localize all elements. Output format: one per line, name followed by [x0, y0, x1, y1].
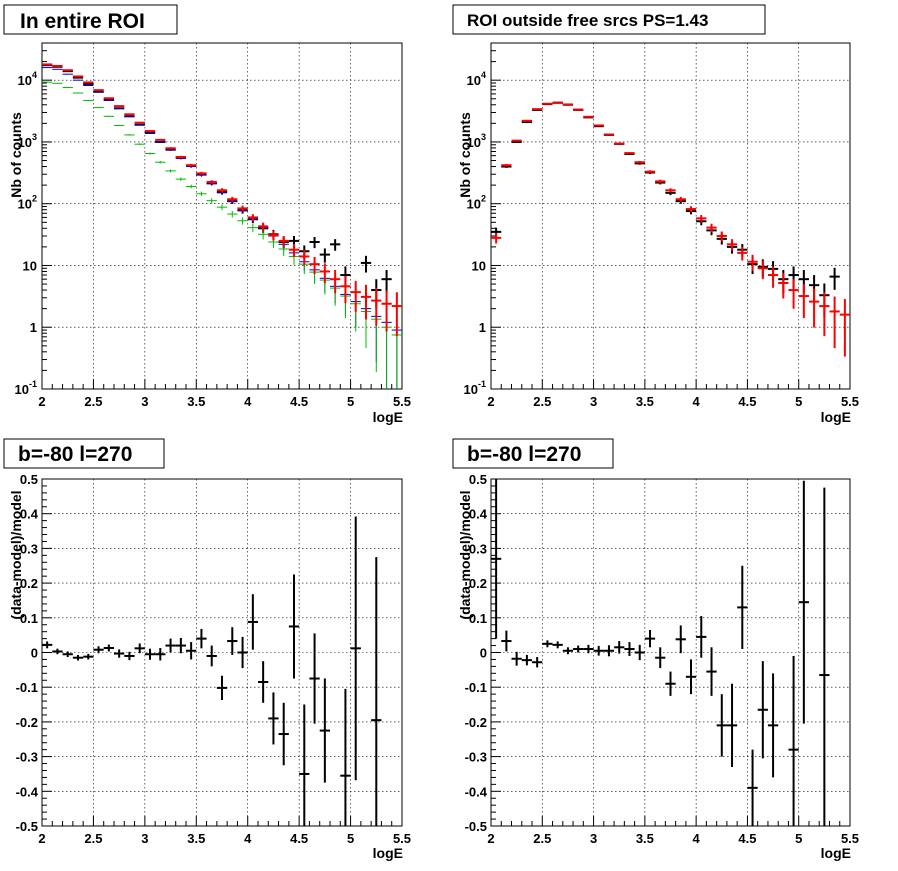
x-tick-label: 2 — [487, 831, 494, 846]
x-tick-label: 5.5 — [841, 831, 859, 846]
chart-title: b=-80 l=270 — [467, 443, 581, 466]
x-tick-label: 2.5 — [84, 831, 102, 846]
y-tick-label: -0.2 — [465, 715, 487, 730]
x-tick-label: 4.5 — [738, 394, 756, 409]
y-tick-label: -0.5 — [465, 819, 487, 834]
y-tick-label: 0.3 — [469, 541, 487, 556]
y-tick-label: 0.5 — [469, 472, 487, 487]
y-tick-label: 0 — [480, 646, 487, 661]
x-axis-label: logE — [821, 409, 851, 425]
y-axis-label: Nb of counts — [8, 112, 24, 198]
x-tick-label: 4 — [244, 394, 252, 409]
title-box — [452, 4, 766, 35]
y-tick-label: -0.4 — [16, 784, 39, 799]
y-tick-label: 10 — [472, 258, 486, 273]
y-tick-label: -0.3 — [16, 750, 38, 765]
data-marks — [42, 516, 382, 826]
plot-frame — [41, 42, 403, 390]
x-tick-label: 3 — [141, 831, 148, 846]
x-tick-label: 4 — [693, 394, 701, 409]
x-axis-label: logE — [821, 845, 851, 861]
x-tick-label: 4.5 — [290, 831, 308, 846]
x-tick-label: 2 — [38, 394, 45, 409]
x-tick-label: 2.5 — [533, 394, 551, 409]
x-tick-label: 3 — [590, 831, 597, 846]
x-tick-label: 3.5 — [187, 831, 205, 846]
y-tick-label: -0.2 — [16, 715, 38, 730]
y-tick-label: 1 — [479, 320, 486, 335]
x-tick-label: 5 — [795, 831, 802, 846]
panel-total-counts: In entire ROI logE Nb of counts 2 2.5 3 3.5… — [3, 4, 411, 425]
panel-residuals-right: b=-80 l=270 logE (data-model)/model 2 2.5… — [452, 438, 859, 861]
y-tick-label: -0.1 — [16, 680, 38, 695]
panel-residuals-left: b=-80 l=270 logE (data-model)/model 2 2.5… — [3, 438, 411, 861]
chart-title: In entire ROI — [20, 10, 145, 33]
x-tick-label: 3.5 — [636, 394, 654, 409]
y-tick-label: 0.4 — [469, 507, 488, 522]
x-tick-label: 4 — [244, 831, 252, 846]
panel-outside-sources: ROI outside free srcs PS=1.43 logE Nb of… — [452, 4, 859, 425]
title-box — [3, 4, 178, 35]
y-axis-label: (data-model)/model — [8, 490, 24, 619]
data-marks — [491, 479, 830, 826]
x-tick-label: 2 — [38, 831, 45, 846]
x-axis-label: logE — [373, 845, 403, 861]
x-tick-label: 5.5 — [393, 394, 411, 409]
x-tick-label: 3 — [590, 394, 597, 409]
axis-ticks: 2 2.5 3 3.5 4 4.5 5 5.5 -0.5 -0.4 -0.3 -0.2 -0.1 0 0.1… — [16, 472, 411, 846]
chart-title: b=-80 l=270 — [18, 443, 132, 466]
y-tick-label: 0 — [31, 646, 38, 661]
y-tick-label: -0.3 — [465, 750, 487, 765]
y-tick-label: 0.1 — [469, 611, 487, 626]
y-tick-label: 10 — [23, 258, 37, 273]
x-tick-label: 2.5 — [84, 394, 102, 409]
y-tick-label: -0.5 — [16, 819, 38, 834]
x-tick-label: 5 — [795, 394, 802, 409]
y-tick-label: 1 — [30, 320, 37, 335]
title-box — [3, 438, 165, 469]
y-axis-label: (data-model)/model — [457, 490, 473, 619]
x-axis-label: logE — [373, 409, 403, 425]
y-tick-label: -0.4 — [465, 784, 488, 799]
x-tick-label: 3.5 — [636, 831, 654, 846]
plot-frame — [490, 42, 851, 390]
y-tick-label: 0.2 — [20, 576, 38, 591]
x-tick-label: 4.5 — [738, 831, 756, 846]
x-tick-label: 5 — [347, 831, 354, 846]
y-axis-label: Nb of counts — [457, 112, 473, 198]
title-box — [452, 438, 614, 469]
y-tick-label: -0.1 — [465, 680, 487, 695]
x-tick-label: 5.5 — [841, 394, 859, 409]
x-tick-label: 3 — [141, 394, 148, 409]
y-tick-label: 0.4 — [20, 507, 39, 522]
x-tick-label: 2.5 — [533, 831, 551, 846]
x-tick-label: 3.5 — [187, 394, 205, 409]
x-tick-label: 2 — [487, 394, 494, 409]
chart-title: ROI outside free srcs PS=1.43 — [467, 11, 708, 30]
data-marks — [42, 63, 402, 389]
y-tick-label: 0.2 — [469, 576, 487, 591]
x-tick-label: 4 — [693, 831, 701, 846]
y-tick-label: 0.3 — [20, 541, 38, 556]
x-tick-label: 5.5 — [393, 831, 411, 846]
y-tick-label: 0.1 — [20, 611, 38, 626]
x-tick-label: 4.5 — [290, 394, 308, 409]
x-tick-label: 5 — [347, 394, 354, 409]
y-tick-label: 0.5 — [20, 472, 38, 487]
data-marks — [491, 101, 850, 357]
